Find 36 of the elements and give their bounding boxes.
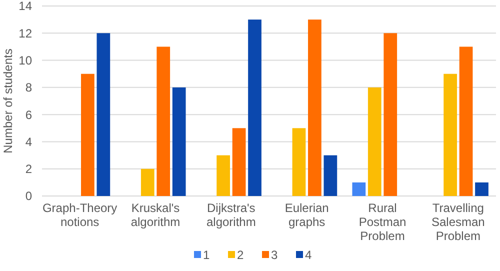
x-tick-label: Graph-Theory notions — [42, 201, 118, 229]
bar — [216, 155, 230, 196]
legend-label: 4 — [305, 248, 312, 262]
bar — [140, 168, 154, 196]
legend-label: 2 — [237, 248, 244, 262]
bar — [96, 33, 110, 196]
x-tick-label: Dijkstra's algorithm — [206, 201, 256, 229]
bar — [352, 182, 366, 196]
y-tick-label: 2 — [25, 162, 32, 176]
bar — [81, 74, 94, 196]
bar — [156, 46, 170, 196]
y-tick-label: 14 — [18, 0, 32, 14]
legend-label: 1 — [203, 248, 210, 262]
x-tick-label: Eulerian graphs — [284, 201, 329, 229]
bar — [324, 155, 338, 196]
y-tick-label: 4 — [25, 134, 32, 149]
bar — [368, 87, 382, 196]
bar — [308, 20, 322, 196]
y-tick-label: 8 — [25, 80, 32, 95]
y-tick-label: 6 — [25, 108, 32, 122]
y-tick-label: 10 — [18, 53, 32, 68]
bar — [459, 46, 473, 196]
y-axis-title: Number of students — [1, 48, 15, 154]
y-tick-label: 0 — [25, 189, 32, 204]
x-tick-label: Rural Postman Problem — [358, 201, 406, 243]
bar — [172, 87, 186, 196]
bar — [232, 128, 246, 196]
bar — [292, 128, 306, 196]
x-tick-label: Kruskal's algorithm — [130, 201, 180, 229]
bar — [384, 33, 398, 196]
x-tick-label: Travelling Salesman Problem — [431, 201, 485, 243]
y-tick-label: 12 — [18, 26, 32, 40]
bar — [248, 20, 262, 196]
bar — [444, 74, 457, 196]
bar — [475, 182, 488, 196]
legend-label: 3 — [271, 248, 278, 262]
